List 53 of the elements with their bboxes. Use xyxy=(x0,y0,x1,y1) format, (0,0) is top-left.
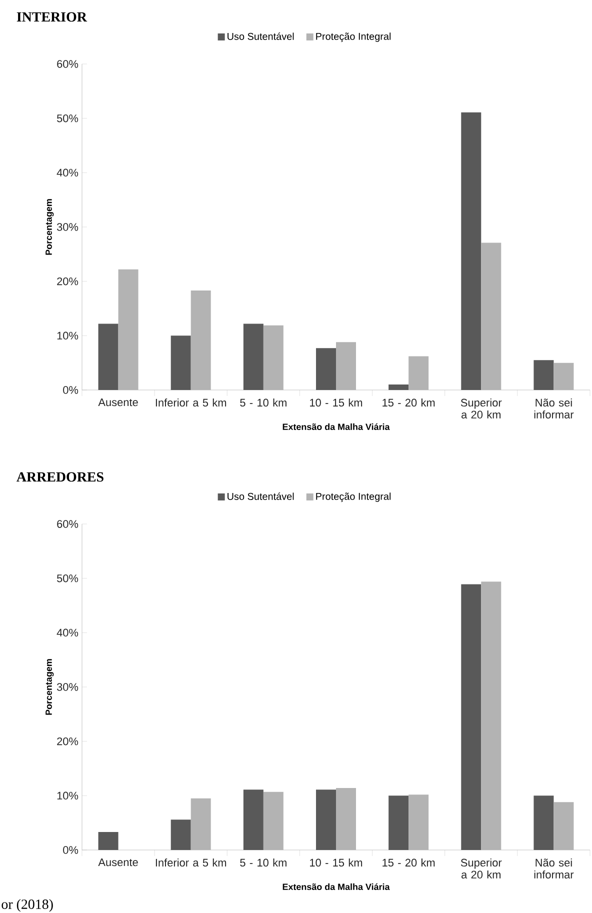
y-tick-label: 20% xyxy=(57,277,78,286)
x-tick-label: Ausente xyxy=(98,858,138,866)
y-tick-label: 40% xyxy=(56,168,78,177)
y-tick-label: 50% xyxy=(56,114,78,122)
bar xyxy=(534,796,554,850)
y-tick-label: 40% xyxy=(56,628,78,637)
legend-label: Proteção Integral xyxy=(316,492,391,502)
bar xyxy=(388,384,409,390)
x-tick-label: 15 - 20 km xyxy=(382,398,435,407)
bar xyxy=(388,796,409,850)
x-tick-label: Não sei informar xyxy=(534,858,574,879)
x-tick-label: Inferior a 5 km xyxy=(156,398,226,407)
y-tick-label: 0% xyxy=(63,846,78,854)
x-tick-label: 10 - 15 km xyxy=(310,398,362,407)
bar xyxy=(461,584,482,850)
y-axis-title: Porcentagem xyxy=(46,659,54,715)
x-tick-label: 5 - 10 km xyxy=(240,858,286,867)
y-tick-label: 10% xyxy=(57,792,78,800)
bar xyxy=(461,112,482,390)
bar xyxy=(98,324,118,390)
x-tick-label: Não sei informar xyxy=(534,398,574,419)
legend-label: Uso Sutentável xyxy=(228,32,294,40)
y-tick-label: 60% xyxy=(57,60,78,68)
y-axis-title: Porcentagem xyxy=(46,199,54,255)
x-tick-label: 10 - 15 km xyxy=(310,858,362,867)
legend-label: Proteção Integral xyxy=(316,32,391,42)
bar xyxy=(170,336,191,390)
bar xyxy=(170,820,191,850)
y-tick-label: 0% xyxy=(63,386,78,394)
x-tick-label: Inferior a 5 km xyxy=(156,858,226,867)
y-tick-label: 10% xyxy=(57,332,78,340)
y-tick-label: 20% xyxy=(57,737,78,746)
x-tick-label: Superior a 20 km xyxy=(460,858,502,879)
y-tick-label: 60% xyxy=(57,520,78,528)
x-tick-label: 15 - 20 km xyxy=(382,858,435,867)
y-tick-label: 30% xyxy=(56,683,78,691)
bar xyxy=(243,324,264,390)
bar xyxy=(316,348,336,390)
chart-title: INTERIOR xyxy=(16,12,88,22)
legend-label: Uso Sutentável xyxy=(228,492,294,500)
bar xyxy=(98,832,118,850)
y-tick-label: 50% xyxy=(56,574,78,582)
bar xyxy=(534,360,554,390)
bar xyxy=(243,790,264,850)
bar xyxy=(316,790,336,850)
y-tick-label: 30% xyxy=(56,223,78,231)
chart-title: ARREDORES xyxy=(16,472,104,482)
x-axis-title: Extensão da Malha Viária xyxy=(282,423,390,430)
x-tick-label: Ausente xyxy=(98,398,138,406)
x-axis-title: Extensão da Malha Viária xyxy=(282,883,390,890)
x-tick-label: 5 - 10 km xyxy=(240,398,286,407)
x-tick-label: Superior a 20 km xyxy=(460,398,502,419)
text: or (2018) xyxy=(2,899,53,912)
